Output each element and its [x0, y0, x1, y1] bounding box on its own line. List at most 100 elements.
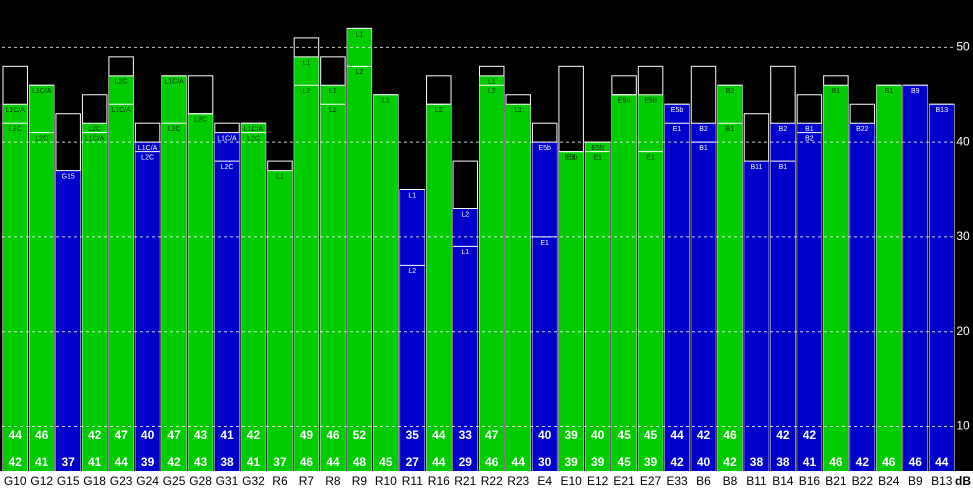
signal-value: 42: [856, 455, 870, 469]
signal-value: 48: [353, 455, 367, 469]
signal-value: 45: [644, 428, 658, 442]
signal-label: G15: [62, 173, 75, 180]
bar: [479, 75, 504, 472]
x-tick-label: B16: [799, 474, 821, 488]
signal-label: E1: [540, 240, 549, 247]
x-tick-label: G18: [83, 474, 106, 488]
signal-value: 39: [644, 455, 658, 469]
signal-label: L2: [408, 268, 416, 275]
signal-value: 45: [617, 428, 631, 442]
signal-value: 30: [538, 455, 552, 469]
x-tick-label: G12: [30, 474, 53, 488]
y-tick-label: 10: [956, 419, 970, 433]
signal-label: L1C/A: [32, 88, 52, 95]
x-tick-label: E12: [587, 474, 609, 488]
x-tick-label: G15: [57, 474, 80, 488]
signal-label: L2C: [168, 126, 181, 133]
signal-label: E5b: [644, 98, 657, 105]
bar: [850, 123, 875, 472]
signal-label: E5b: [618, 98, 631, 105]
signal-label: B13: [936, 107, 949, 114]
bar: [214, 132, 240, 471]
signal-label: L2C: [194, 117, 207, 124]
signal-value: 42: [776, 428, 790, 442]
signal-value: 49: [300, 428, 314, 442]
x-tick-label: G32: [242, 474, 265, 488]
signal-label: E1: [646, 154, 655, 161]
signal-label: L1: [382, 98, 390, 105]
bar: [797, 123, 822, 472]
signal-value: 27: [406, 455, 420, 469]
x-tick-label: G25: [163, 474, 186, 488]
signal-label: L2C: [141, 154, 154, 161]
signal-value: 41: [88, 455, 102, 469]
signal-label: B1: [699, 145, 708, 152]
bar: [717, 85, 743, 471]
signal-value: 40: [591, 428, 605, 442]
signal-label: L2: [435, 107, 443, 114]
signal-label: E1: [567, 154, 576, 161]
x-tick-label: B6: [696, 474, 711, 488]
signal-label: L1: [329, 88, 337, 95]
signal-value: 41: [247, 455, 261, 469]
signal-label: L1: [408, 192, 416, 199]
label-strip: [0, 471, 973, 497]
signal-value: 42: [723, 455, 737, 469]
signal-value: 44: [432, 455, 446, 469]
bar: [691, 123, 716, 472]
y-axis-label: dB: [955, 474, 971, 488]
bar: [294, 56, 319, 471]
signal-value: 42: [670, 455, 684, 469]
signal-label: L2: [461, 211, 469, 218]
signal-label: L1C/A: [217, 136, 237, 143]
signal-value: 44: [114, 455, 128, 469]
signal-value: 42: [88, 428, 102, 442]
x-tick-label: R10: [375, 474, 397, 488]
signal-value: 41: [220, 428, 234, 442]
signal-label: L2: [303, 88, 311, 95]
signal-value: 42: [167, 455, 181, 469]
x-tick-label: R6: [272, 474, 288, 488]
signal-value: 38: [220, 455, 234, 469]
signal-label: B11: [750, 164, 762, 171]
signal-label: B1: [779, 164, 788, 171]
signal-label: E5b: [671, 107, 684, 114]
bar: [29, 85, 54, 471]
signal-label: B2: [726, 88, 735, 95]
x-tick-label: B8: [723, 474, 738, 488]
signal-label: L1: [276, 173, 284, 180]
signal-value: 40: [697, 455, 711, 469]
signal-value: 47: [114, 428, 128, 442]
signal-value: 44: [670, 428, 684, 442]
x-tick-label: B13: [931, 474, 953, 488]
signal-value: 46: [300, 455, 314, 469]
signal-label: L1C/A: [138, 145, 158, 152]
signal-value: 41: [35, 455, 49, 469]
x-tick-label: E27: [640, 474, 662, 488]
signal-label: L1C/A: [164, 79, 184, 86]
signal-label: E1: [593, 154, 602, 161]
y-tick-label: 20: [956, 324, 970, 338]
signal-value: 42: [697, 428, 711, 442]
signal-value: 44: [512, 455, 526, 469]
bar: [108, 75, 134, 472]
x-tick-label: B24: [878, 474, 900, 488]
signal-label: L1C/A: [85, 136, 105, 143]
signal-value: 44: [9, 428, 23, 442]
signal-value: 44: [326, 455, 340, 469]
signal-value: 39: [591, 455, 605, 469]
signal-label: B1: [726, 126, 735, 133]
x-tick-label: R11: [402, 474, 423, 488]
signal-label: L1C/A: [111, 107, 131, 114]
signal-value: 46: [35, 428, 49, 442]
signal-value: 42: [9, 455, 23, 469]
x-tick-label: G10: [4, 474, 27, 488]
bar: [188, 113, 213, 471]
signal-label: L2C: [221, 164, 234, 171]
signal-value: 29: [459, 455, 473, 469]
signal-label: B1: [885, 88, 894, 95]
signal-value: 44: [432, 428, 446, 442]
signal-label: L2: [355, 69, 363, 76]
x-tick-label: E10: [560, 474, 582, 488]
